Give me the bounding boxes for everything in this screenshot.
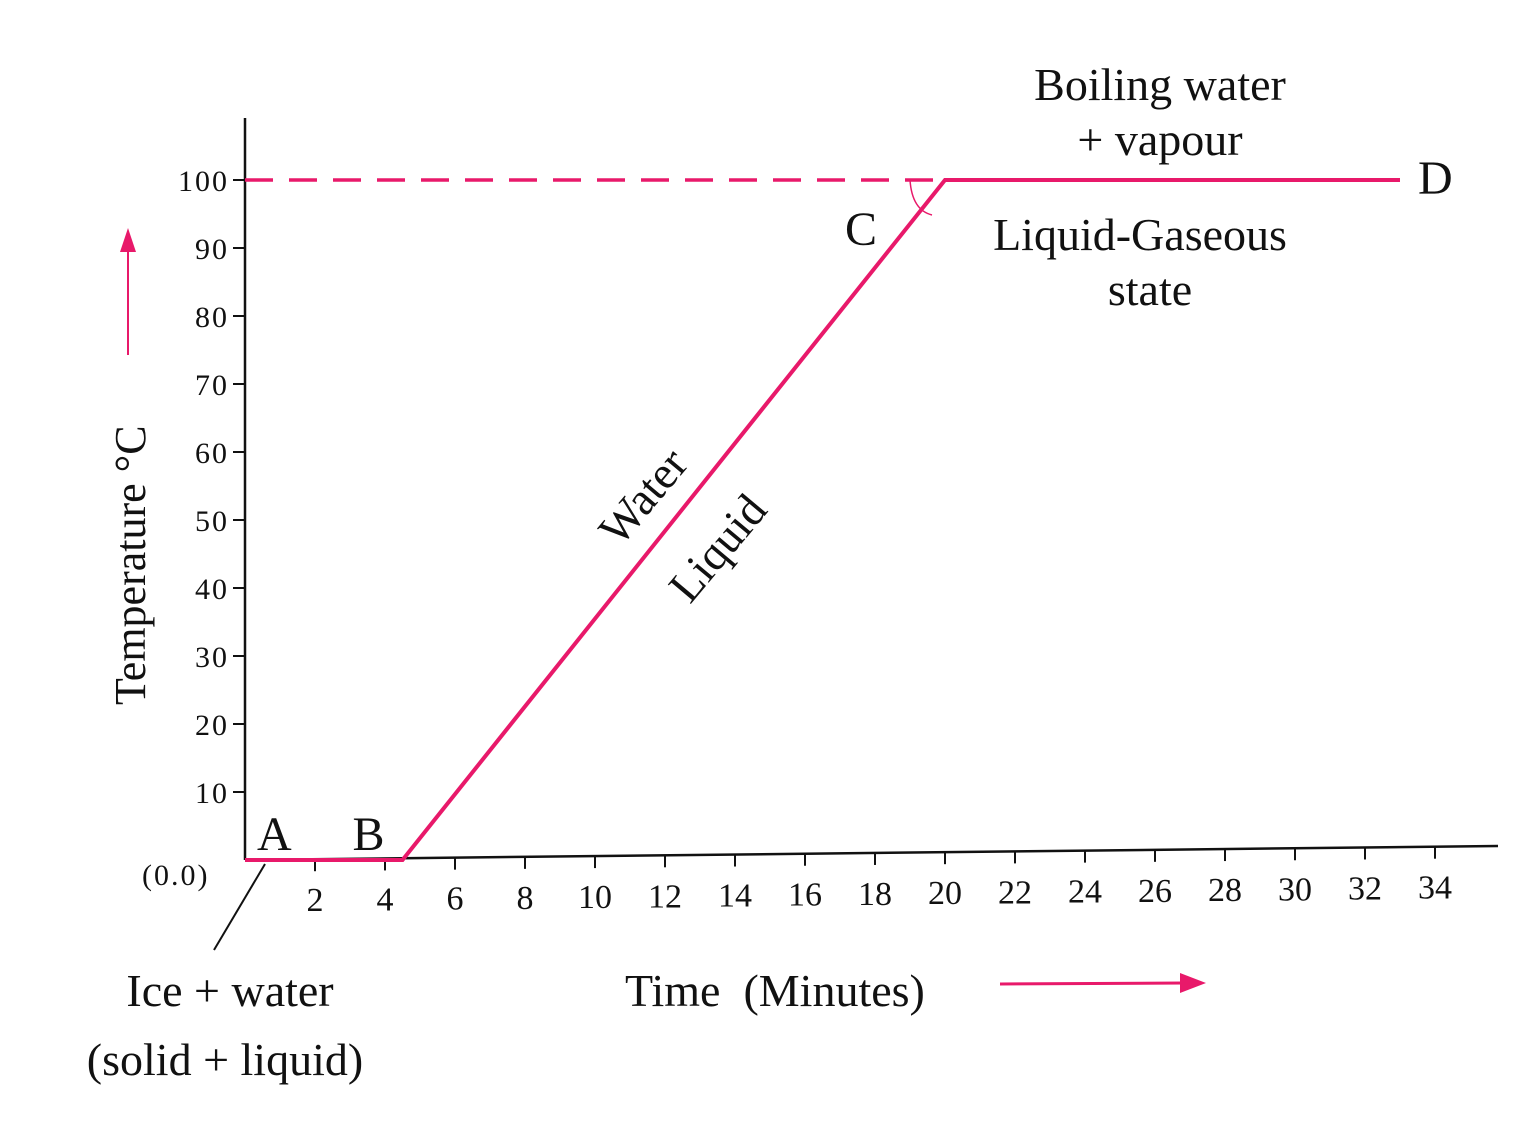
x-axis-arrow bbox=[999, 973, 1206, 993]
x-tick-label: 2 bbox=[307, 882, 324, 919]
y-tick-label: 40 bbox=[195, 573, 229, 606]
marks: A B C D bbox=[245, 152, 1453, 862]
x-tick-label: 12 bbox=[648, 878, 682, 915]
angle-arc bbox=[909, 179, 933, 216]
y-tick-label: 70 bbox=[195, 369, 229, 402]
x-tick-label: 10 bbox=[578, 879, 612, 916]
x-tick-label: 22 bbox=[998, 874, 1032, 911]
x-tick-label: 30 bbox=[1278, 871, 1312, 908]
annotation-boiling-1: Boiling water bbox=[1034, 59, 1286, 110]
point-label-C: C bbox=[845, 203, 877, 256]
y-tick-label: 30 bbox=[195, 641, 229, 674]
point-label-A: A bbox=[257, 808, 292, 861]
annotation-liquid-gaseous-1: Liquid-Gaseous bbox=[993, 209, 1287, 260]
x-axis-line bbox=[244, 844, 1499, 862]
x-tick-label: 6 bbox=[447, 881, 464, 918]
annotation-liquid: Liquid bbox=[659, 485, 777, 612]
x-tick-label: 4 bbox=[377, 881, 394, 918]
y-tick-label: 80 bbox=[195, 301, 229, 334]
origin-label: (0.0) bbox=[142, 859, 209, 892]
x-tick-label: 18 bbox=[858, 876, 892, 913]
y-tick-label: 100 bbox=[178, 165, 229, 198]
annotation-ice-2: (solid + liquid) bbox=[87, 1034, 363, 1085]
point-label-D: D bbox=[1418, 152, 1453, 205]
point-label-B: B bbox=[352, 808, 384, 861]
y-tick-label: 90 bbox=[195, 233, 229, 266]
x-tick-label: 8 bbox=[517, 880, 534, 917]
y-tick-label: 20 bbox=[195, 709, 229, 742]
y-tick-label: 60 bbox=[195, 437, 229, 470]
x-tick-label: 26 bbox=[1138, 873, 1172, 910]
depth-axis-line bbox=[213, 863, 266, 951]
annotation-ice-1: Ice + water bbox=[126, 965, 333, 1016]
annotation-liquid-gaseous-2: state bbox=[1108, 264, 1192, 315]
y-axis-arrow bbox=[120, 228, 136, 355]
x-tick-label: 32 bbox=[1348, 870, 1382, 907]
y-tick-label: 50 bbox=[195, 505, 229, 538]
y-axis-label: Temperature °C bbox=[106, 425, 155, 705]
x-tick-label: 20 bbox=[928, 875, 962, 912]
x-tick-label: 24 bbox=[1068, 874, 1102, 911]
annotation-water: Water bbox=[589, 438, 698, 554]
x-tick-label: 14 bbox=[718, 878, 752, 915]
x-tick-label: 16 bbox=[788, 877, 822, 914]
x-tick-label: 28 bbox=[1208, 872, 1242, 909]
y-tick-label: 10 bbox=[195, 777, 229, 810]
series-line bbox=[245, 178, 1400, 862]
annotation-boiling-2: + vapour bbox=[1077, 114, 1242, 165]
x-tick-label: 34 bbox=[1418, 870, 1452, 907]
x-axis-label: Time (Minutes) bbox=[625, 965, 925, 1016]
